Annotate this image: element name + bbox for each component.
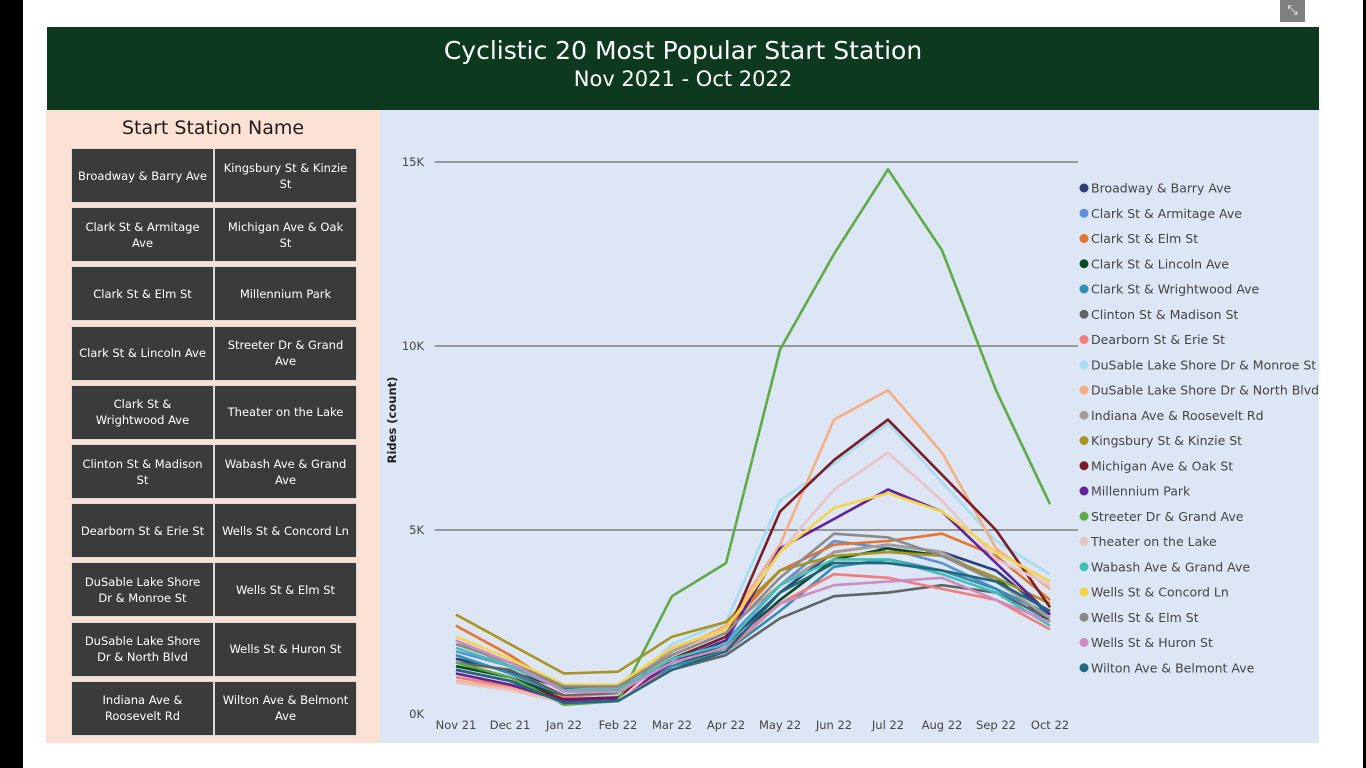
focus-mode-icon[interactable]: ⤡ bbox=[1280, 0, 1305, 22]
legend-entry: Millennium Park bbox=[1091, 484, 1191, 499]
x-tick-label: Oct 22 bbox=[1031, 718, 1069, 732]
legend-entry: Dearborn St & Erie St bbox=[1091, 332, 1225, 347]
slicer-tile[interactable]: DuSable Lake Shore Dr & North Blvd bbox=[71, 621, 214, 677]
legend-marker bbox=[1079, 208, 1089, 218]
legend-marker bbox=[1079, 234, 1089, 243]
legend-marker bbox=[1079, 360, 1089, 370]
legend-entry: Wilton Ave & Belmont Ave bbox=[1091, 660, 1255, 675]
x-tick-label: Feb 22 bbox=[599, 718, 638, 732]
y-tick-label: 5K bbox=[409, 523, 424, 537]
slicer-tile[interactable]: Theater on the Lake bbox=[214, 384, 357, 440]
legend-marker bbox=[1079, 486, 1089, 496]
slicer-tile[interactable]: Indiana Ave & Roosevelt Rd bbox=[71, 680, 214, 736]
slicer-tile[interactable]: Broadway & Barry Ave bbox=[71, 148, 214, 203]
slicer-tile[interactable]: Clark St & Elm St bbox=[71, 266, 214, 322]
slicer-tile[interactable]: Wabash Ave & Grand Ave bbox=[214, 444, 357, 499]
slicer-tile[interactable]: Michigan Ave & Oak St bbox=[214, 207, 357, 263]
slicer-tile[interactable]: Clark St & Wrightwood Ave bbox=[71, 384, 214, 440]
legend-entry: Wells St & Concord Ln bbox=[1091, 585, 1229, 600]
slicer-tile[interactable]: Clark St & Lincoln Ave bbox=[71, 325, 214, 381]
x-tick-label: Jun 22 bbox=[815, 718, 852, 732]
x-tick-label: Jan 22 bbox=[545, 718, 582, 732]
legend-entry: DuSable Lake Shore Dr & Monroe St bbox=[1091, 357, 1316, 372]
report-header: Cyclistic 20 Most Popular Start Station … bbox=[47, 27, 1319, 110]
y-tick-label: 10K bbox=[402, 339, 425, 353]
legend-marker bbox=[1079, 638, 1089, 647]
slicer-tile[interactable]: Millennium Park bbox=[214, 266, 357, 322]
legend-marker bbox=[1079, 587, 1089, 597]
slicer-tile[interactable]: Wilton Ave & Belmont Ave bbox=[214, 680, 357, 736]
slicer-tile[interactable]: Wells St & Elm St bbox=[214, 562, 357, 618]
legend-marker bbox=[1079, 612, 1089, 622]
legend-entry: Kingsbury St & Kinzie St bbox=[1091, 433, 1242, 448]
legend-entry: Wabash Ave & Grand Ave bbox=[1091, 559, 1250, 574]
legend-entry: Theater on the Lake bbox=[1090, 534, 1217, 549]
legend-marker bbox=[1079, 436, 1089, 445]
legend-entry: Wells St & Elm St bbox=[1091, 610, 1199, 625]
legend-entry: Clark St & Lincoln Ave bbox=[1091, 256, 1229, 271]
legend-marker bbox=[1079, 663, 1089, 673]
legend-entry: Indiana Ave & Roosevelt Rd bbox=[1091, 408, 1264, 423]
legend-marker bbox=[1079, 562, 1089, 572]
legend-marker bbox=[1079, 410, 1089, 420]
legend-entry: Clark St & Armitage Ave bbox=[1091, 206, 1242, 221]
series-line bbox=[455, 418, 1052, 701]
x-tick-label: Aug 22 bbox=[922, 718, 963, 732]
slicer-tile[interactable]: Wells St & Huron St bbox=[214, 621, 357, 677]
y-tick-label: 15K bbox=[402, 155, 425, 169]
legend-entry: Clark St & Elm St bbox=[1091, 231, 1198, 246]
x-tick-label: Apr 22 bbox=[707, 718, 745, 732]
legend-marker bbox=[1079, 183, 1089, 193]
series-line bbox=[455, 491, 1051, 686]
slicer-tile[interactable]: Clark St & Armitage Ave bbox=[71, 207, 214, 263]
chart-area bbox=[380, 110, 1319, 743]
legend-marker bbox=[1079, 309, 1089, 319]
x-tick-label: Mar 22 bbox=[652, 718, 692, 732]
series-line bbox=[455, 388, 1051, 703]
y-axis-label: Rides (count) bbox=[385, 377, 399, 464]
x-tick-label: May 22 bbox=[759, 718, 801, 732]
legend-marker bbox=[1079, 385, 1089, 395]
slicer-tile[interactable]: Kingsbury St & Kinzie St bbox=[214, 148, 357, 203]
x-tick-label: Jul 22 bbox=[871, 718, 904, 732]
page-title: Cyclistic 20 Most Popular Start Station bbox=[443, 36, 923, 65]
x-tick-label: Nov 21 bbox=[436, 718, 477, 732]
start-station-slicer: Start Station Name Broadway & Barry Ave K… bbox=[46, 110, 380, 743]
series-line bbox=[455, 576, 1051, 694]
legend-marker bbox=[1079, 537, 1089, 546]
legend-marker bbox=[1079, 259, 1089, 269]
slicer-tile[interactable]: DuSable Lake Shore Dr & Monroe St bbox=[71, 562, 214, 618]
legend-entry: Broadway & Barry Ave bbox=[1091, 181, 1232, 196]
legend-marker bbox=[1079, 461, 1089, 471]
legend-marker bbox=[1079, 335, 1089, 344]
slicer-tile[interactable]: Wells St & Concord Ln bbox=[214, 503, 357, 559]
legend-entry: Clinton St & Madison St bbox=[1091, 307, 1238, 322]
legend-entry: Streeter Dr & Grand Ave bbox=[1091, 509, 1244, 524]
series-line bbox=[455, 583, 1051, 697]
slicer-title: Start Station Name bbox=[121, 117, 305, 139]
slicer-tile[interactable]: Clinton St & Madison St bbox=[71, 444, 214, 499]
series-line bbox=[455, 561, 1051, 705]
slicer-tile[interactable]: Streeter Dr & Grand Ave bbox=[214, 325, 357, 381]
x-tick-label: Dec 21 bbox=[490, 718, 531, 732]
legend-entry: Clark St & Wrightwood Ave bbox=[1091, 282, 1260, 297]
legend-entry: DuSable Lake Shore Dr & North Blvd bbox=[1091, 383, 1319, 398]
legend-entry: Michigan Ave & Oak St bbox=[1091, 458, 1233, 473]
y-tick-label: 0K bbox=[409, 707, 424, 721]
legend-marker bbox=[1079, 511, 1089, 521]
legend-marker bbox=[1079, 284, 1089, 294]
page-subtitle: Nov 2021 - Oct 2022 bbox=[573, 67, 793, 91]
series-line bbox=[455, 532, 1051, 692]
slicer-tile[interactable]: Dearborn St & Erie St bbox=[71, 503, 214, 559]
legend-entry: Wells St & Huron St bbox=[1091, 635, 1213, 650]
x-tick-label: Sep 22 bbox=[976, 718, 1016, 732]
series-line bbox=[455, 532, 1051, 688]
